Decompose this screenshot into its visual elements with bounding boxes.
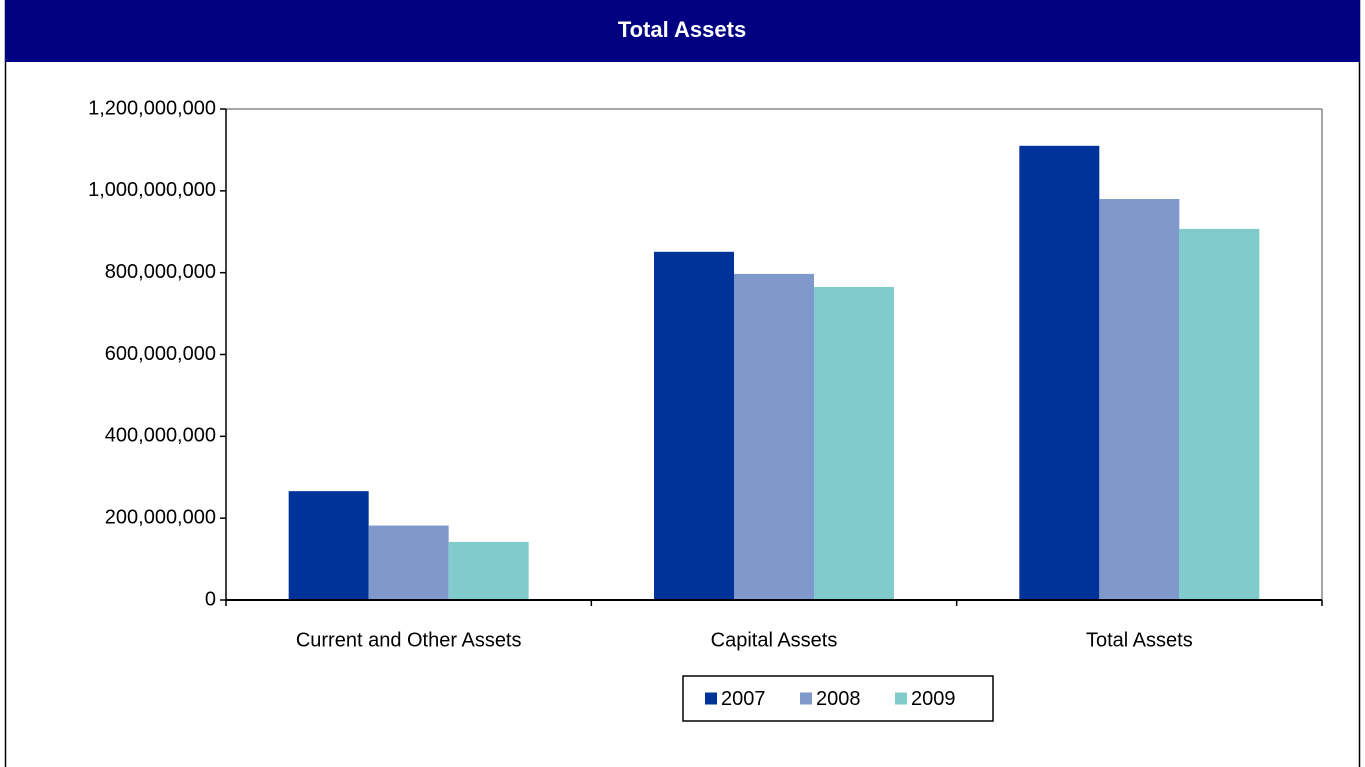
- bar: [654, 251, 734, 600]
- legend-label: 2007: [721, 688, 766, 710]
- legend-label: 2009: [911, 688, 956, 710]
- y-tick-label: 1,200,000,000: [88, 97, 216, 119]
- bar: [814, 286, 894, 600]
- y-tick-label: 400,000,000: [105, 425, 216, 447]
- bar: [1099, 199, 1180, 600]
- legend-swatch: [800, 692, 812, 705]
- bar: [1019, 145, 1100, 600]
- y-tick-label: 600,000,000: [105, 343, 216, 365]
- legend-label: 2008: [816, 688, 861, 710]
- chart-title: Total Assets: [618, 17, 746, 42]
- legend-box: [682, 675, 994, 722]
- legend-swatch: [705, 692, 717, 705]
- x-tick-label: Current and Other Assets: [296, 629, 522, 651]
- x-tick-label: Total Assets: [1086, 629, 1193, 651]
- legend-swatch: [895, 692, 907, 705]
- y-tick-label: 200,000,000: [105, 506, 216, 528]
- bar: [368, 525, 449, 600]
- bar: [734, 273, 814, 600]
- y-tick-label: 0: [205, 588, 216, 610]
- y-tick-label: 1,000,000,000: [88, 179, 216, 201]
- title-bar: [5, 0, 1360, 62]
- bar: [288, 491, 369, 600]
- bar: [448, 541, 529, 600]
- x-tick-label: Capital Assets: [711, 629, 838, 651]
- bar: [1179, 228, 1260, 600]
- y-tick-label: 800,000,000: [105, 261, 216, 283]
